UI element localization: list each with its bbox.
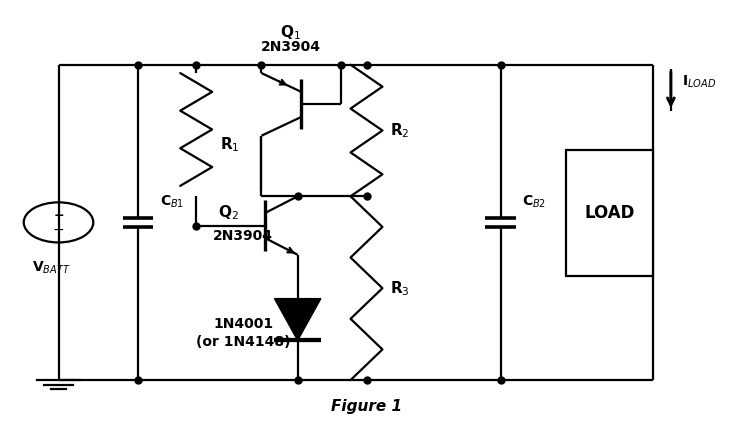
Text: Q$_1$: Q$_1$ [280, 23, 301, 42]
Text: Q$_2$: Q$_2$ [218, 204, 239, 222]
Text: LOAD: LOAD [584, 204, 635, 222]
Text: (or 1N4148): (or 1N4148) [196, 336, 290, 349]
Text: I$_{LOAD}$: I$_{LOAD}$ [682, 73, 716, 89]
Text: R$_3$: R$_3$ [391, 279, 410, 297]
Text: −: − [53, 223, 65, 237]
Text: 2N3904: 2N3904 [213, 229, 273, 243]
Text: C$_{B2}$: C$_{B2}$ [523, 193, 547, 210]
Text: C$_{B1}$: C$_{B1}$ [160, 193, 184, 210]
Text: 2N3904: 2N3904 [260, 40, 320, 54]
Text: 1N4001: 1N4001 [213, 317, 273, 331]
Text: V$_{BATT}$: V$_{BATT}$ [32, 260, 70, 276]
Text: +: + [54, 209, 64, 222]
Polygon shape [274, 299, 321, 340]
Text: R$_2$: R$_2$ [391, 121, 410, 140]
Text: Figure 1: Figure 1 [331, 399, 402, 414]
Bar [566, 150, 653, 276]
Text: R$_1$: R$_1$ [220, 136, 240, 155]
